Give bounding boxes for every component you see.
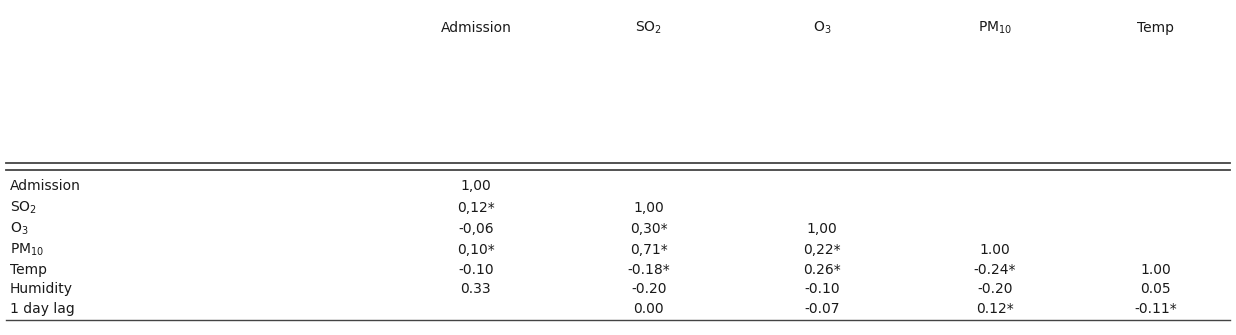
Text: 0,10*: 0,10* [457,243,494,257]
Text: Temp: Temp [10,263,47,277]
Text: PM$_{10}$: PM$_{10}$ [10,242,44,258]
Text: 0,22*: 0,22* [803,243,840,257]
Text: 0,71*: 0,71* [630,243,667,257]
Text: 0.05: 0.05 [1141,282,1170,296]
Text: SO$_{2}$: SO$_{2}$ [10,199,37,216]
Text: 0.12*: 0.12* [976,302,1014,316]
Text: Temp: Temp [1137,21,1174,35]
Text: -0,06: -0,06 [459,222,493,236]
Text: O$_{3}$: O$_{3}$ [10,220,28,237]
Text: -0.24*: -0.24* [974,263,1016,277]
Text: -0.11*: -0.11* [1135,302,1177,316]
Text: O$_3$: O$_3$ [813,19,831,36]
Text: -0.10: -0.10 [805,282,839,296]
Text: -0.10: -0.10 [459,263,493,277]
Text: 1.00: 1.00 [980,243,1010,257]
Text: 0,12*: 0,12* [457,201,494,214]
Text: 0.26*: 0.26* [803,263,840,277]
Text: 0,30*: 0,30* [630,222,667,236]
Text: 1 day lag: 1 day lag [10,302,74,316]
Text: 1,00: 1,00 [807,222,837,236]
Text: 0.33: 0.33 [461,282,491,296]
Text: -0.07: -0.07 [805,302,839,316]
Text: 1,00: 1,00 [634,201,664,214]
Text: -0.20: -0.20 [632,282,666,296]
Text: 0.00: 0.00 [634,302,664,316]
Text: -0.18*: -0.18* [628,263,670,277]
Text: PM$_{10}$: PM$_{10}$ [978,19,1012,36]
Text: 1,00: 1,00 [461,179,491,193]
Text: Admission: Admission [10,179,80,193]
Text: 1.00: 1.00 [1141,263,1170,277]
Text: SO$_2$: SO$_2$ [635,19,662,36]
Text: Humidity: Humidity [10,282,73,296]
Text: Admission: Admission [440,21,512,35]
Text: -0.20: -0.20 [978,282,1012,296]
